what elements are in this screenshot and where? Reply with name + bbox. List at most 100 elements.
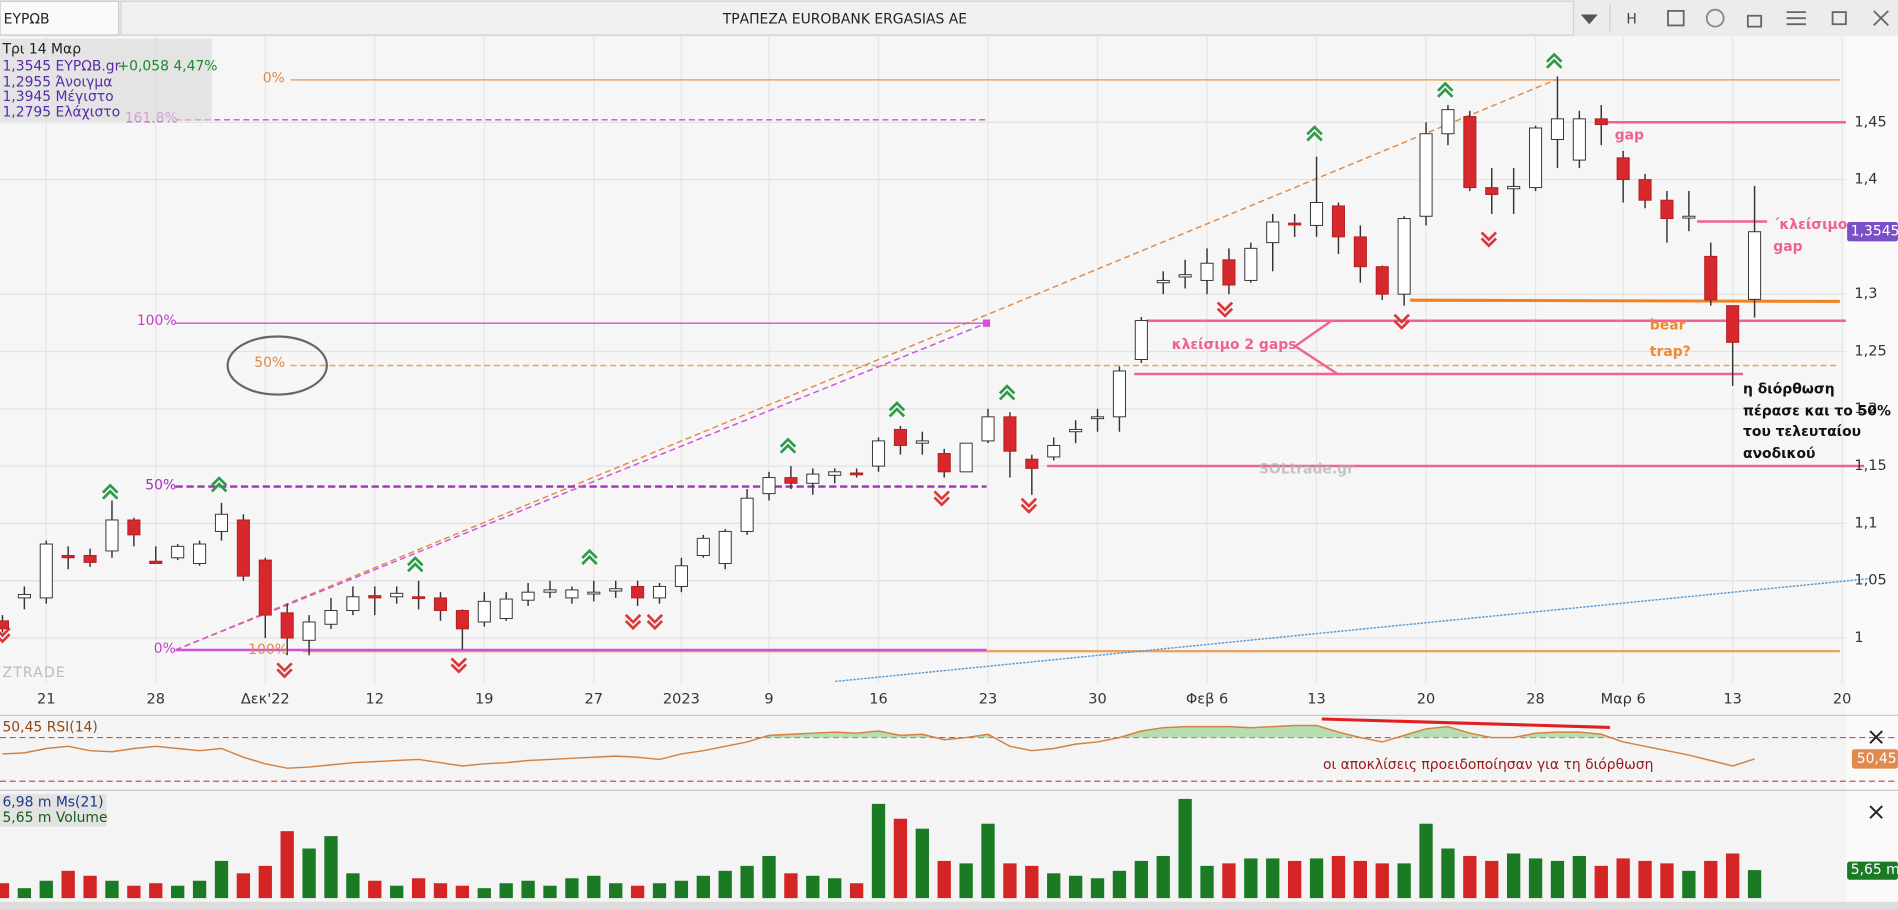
candle-body [609,588,623,592]
h-button[interactable]: H [1626,11,1636,27]
candle-body [1353,236,1367,268]
annotation: οι αποκλίσεις προειδοποίησαν για τη διόρ… [1323,757,1653,773]
icon-lock[interactable] [1746,14,1763,28]
dropdown[interactable] [1580,14,1598,25]
icon-window[interactable] [1667,9,1685,27]
annotation: bear [1650,318,1686,334]
candle-body [1090,416,1105,420]
candle-body [1156,279,1170,284]
note: ανοδικού [1743,446,1815,462]
volume-bar [1178,798,1192,899]
x-tick-label: 23 [979,692,997,708]
close-panel[interactable] [1869,730,1883,744]
volume-bar [762,855,776,899]
circle [226,335,328,396]
candle-body [587,591,601,595]
x-tick-label: 16 [869,692,887,708]
candle-body [39,543,53,599]
annotation: trap? [1650,344,1691,360]
volume-bar [959,863,973,899]
candle-body [1638,179,1652,201]
volume-bar [1397,863,1411,899]
candle-body [718,530,732,565]
candle-body [302,621,316,641]
volume-bar [1704,860,1718,899]
volume-bar [390,885,404,899]
rsi-legend: 50,45 RSI(14) [2,719,97,735]
icon-comment[interactable] [1705,8,1725,28]
volume-bar [1156,855,1170,899]
candle-body [17,593,31,599]
candle-body [1025,458,1039,469]
icon-restore[interactable] [1831,11,1847,26]
candle-body [893,428,907,446]
x-tick-label: 20 [1833,692,1851,708]
x-tick-label: 9 [764,692,773,708]
candle-body [1112,370,1126,418]
candle-body [236,519,250,577]
volume-bar [433,883,448,899]
icon-menu[interactable] [1786,11,1806,26]
candle-body [324,610,338,625]
annotation: κλείσιμο 2 gaps [1172,337,1297,353]
candle-body [652,585,667,599]
x-tick-label: 13 [1723,692,1741,708]
volume-bar [828,878,842,899]
volume-bar [1419,823,1433,899]
support-line [1410,298,1840,303]
candle-body [543,589,557,593]
symbol-box[interactable] [0,0,120,36]
candle-body [1310,202,1324,226]
price-tag-label: 1,3545 [1851,224,1898,240]
close-panel[interactable] [1869,805,1883,819]
volume-bar [411,878,426,899]
candle-body [171,545,185,559]
candle-body [959,442,973,473]
volume-bar [1331,855,1346,899]
candle-body [565,589,579,599]
candle-body [696,537,710,556]
candle-body [1529,127,1543,189]
title-box [120,0,1575,36]
x-tick-label: 12 [366,692,384,708]
volume-bar [324,836,338,899]
candle-body [1331,205,1345,238]
volume-bar [981,823,995,899]
candle-body [1726,305,1740,343]
x-tick-label: 28 [1526,692,1544,708]
candle-body [499,598,513,620]
volume-bar [1266,858,1280,899]
volume-bar [236,873,251,899]
note: πέρασε και το 50% [1743,404,1891,420]
volume-bar [302,848,316,899]
candle-body [149,560,163,565]
candle-body [937,453,951,473]
logo: ZTRADE [2,665,65,681]
volume-bar [280,831,294,899]
volume-bar [258,865,272,899]
volume-bar [1485,860,1499,899]
volume-bar [871,803,886,899]
candle-body [1419,133,1433,217]
volume-bar [17,888,32,899]
icon-close[interactable] [1873,10,1889,27]
rsi-line [2,724,1755,769]
y-tick-label: 1,15 [1854,458,1886,474]
arrow [1293,319,1339,376]
fib-label: 50% [254,355,285,371]
volume-bar [499,883,513,899]
trend-line [175,79,1556,651]
fib-label: 100% [248,642,288,658]
volume-bar [543,885,557,899]
x-tick-label: 20 [1417,692,1435,708]
volume-bar [1660,863,1674,899]
overbought-fill [761,725,1611,738]
volume-tag-label: 5,65 m [1851,862,1898,878]
x-tick-label: Δεκ'22 [241,692,290,708]
candle-body [1660,199,1674,220]
volume-bar [0,883,10,899]
candle-body [1134,320,1148,361]
volume-bar [1638,860,1652,899]
volume-bar [192,880,207,899]
